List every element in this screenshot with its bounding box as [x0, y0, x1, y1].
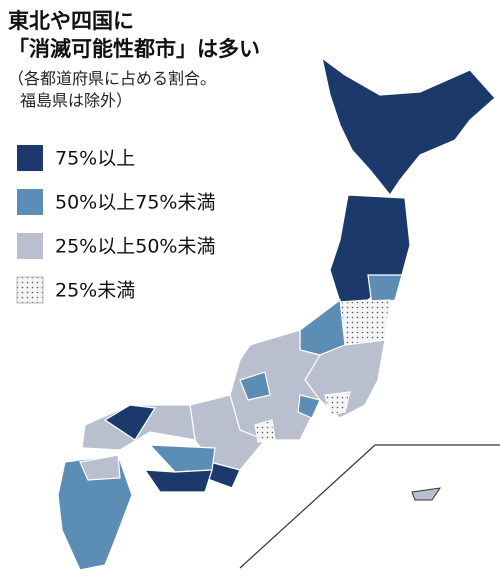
prefectures	[57, 56, 496, 571]
legend-swatch	[16, 276, 44, 304]
niigata	[299, 298, 346, 356]
gifu	[239, 371, 271, 401]
tokyo	[324, 391, 351, 416]
chubu	[229, 329, 321, 441]
osaka	[254, 419, 276, 443]
kochi	[143, 469, 213, 493]
tottori	[103, 404, 157, 441]
hokkaido	[321, 56, 496, 197]
legend-label: 50%以上75%未満	[55, 192, 215, 214]
legend-label: 75%以上	[55, 148, 135, 170]
legend-swatch	[17, 145, 43, 171]
okinawa	[411, 487, 442, 501]
legend-swatch	[17, 233, 43, 259]
kyushu	[57, 454, 133, 571]
legend-label: 25%未満	[55, 280, 135, 302]
fukuoka	[79, 454, 121, 481]
yamanashi	[297, 394, 321, 419]
okinawa-frame	[239, 444, 500, 569]
subtitle: 福島県は除外）	[20, 91, 132, 110]
legend-swatch	[17, 189, 43, 215]
subtitle: （各都道府県に占める割合。	[8, 69, 216, 88]
shikoku	[148, 444, 216, 473]
legend: 75%以上 50%以上75%未満 25%以上50%未満 25%未満	[16, 145, 215, 304]
title: 「消滅可能性都市」は多い	[8, 37, 260, 61]
miyagi	[367, 274, 403, 306]
title: 東北や四国に	[8, 9, 134, 33]
legend-label: 25%以上50%未満	[55, 236, 215, 258]
fukushima	[339, 299, 391, 346]
